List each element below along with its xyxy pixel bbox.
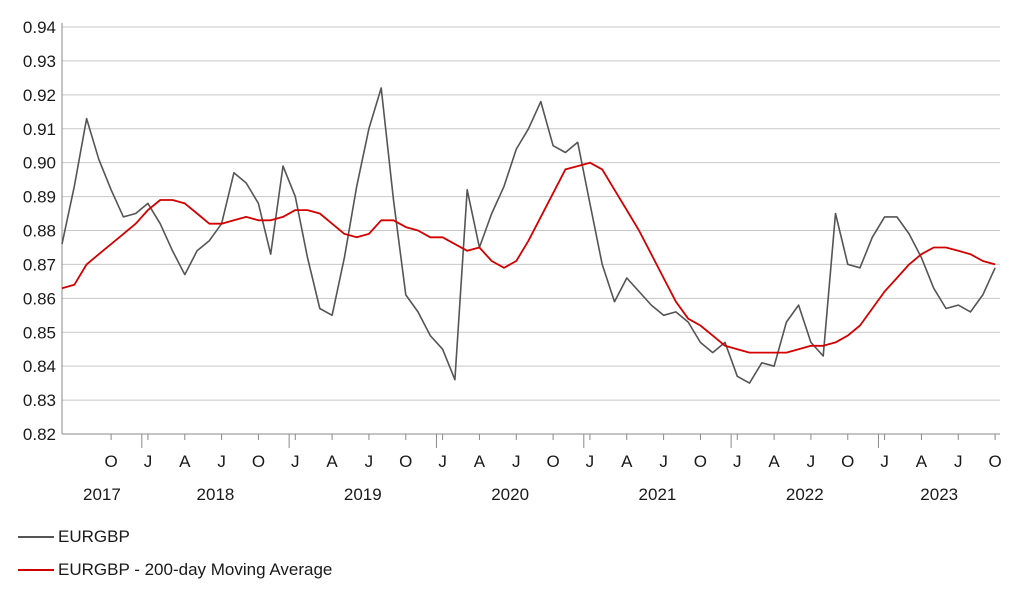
x-month-label-5: J <box>291 452 300 471</box>
x-month-label-2: A <box>179 452 191 471</box>
legend-label-1: EURGBP - 200-day Moving Average <box>58 559 333 579</box>
x-year-label-5: 2022 <box>786 485 824 504</box>
x-month-label-10: A <box>474 452 486 471</box>
x-month-label-14: A <box>621 452 633 471</box>
tick-labels: 0.82 0.83 0.84 0.85 0.86 0.87 0.88 0.89 0.90 0.91… <box>23 18 1002 504</box>
y-tick-label-11: 0.93 <box>23 52 56 71</box>
y-tick-label-9: 0.91 <box>23 120 56 139</box>
y-tick-label-3: 0.85 <box>23 323 56 342</box>
series-line-1 <box>61 161 996 354</box>
y-tick-label-10: 0.92 <box>23 86 56 105</box>
chart: 0.82 0.83 0.84 0.85 0.86 0.87 0.88 0.89 0.90 0.91… <box>23 18 1002 504</box>
legend-item-0: EURGBP <box>18 520 332 553</box>
y-tick-label-6: 0.88 <box>23 222 56 241</box>
x-month-label-16: O <box>694 452 707 471</box>
x-month-label-22: A <box>916 452 928 471</box>
y-tick-label-1: 0.83 <box>23 391 56 410</box>
axes <box>61 23 1000 448</box>
x-month-label-1: J <box>144 452 153 471</box>
x-month-label-9: J <box>438 452 447 471</box>
x-year-label-0: 2017 <box>83 485 121 504</box>
x-month-label-23: J <box>954 452 963 471</box>
x-month-label-4: O <box>252 452 265 471</box>
x-month-label-17: J <box>733 452 742 471</box>
x-month-label-6: A <box>326 452 338 471</box>
y-tick-label-7: 0.89 <box>23 188 56 207</box>
x-month-label-24: O <box>988 452 1001 471</box>
x-month-label-13: J <box>586 452 595 471</box>
y-tick-label-5: 0.87 <box>23 255 56 274</box>
series <box>61 87 996 384</box>
x-year-label-2: 2019 <box>344 485 382 504</box>
series-line-0 <box>61 87 996 384</box>
legend-swatch-0 <box>18 535 54 538</box>
grid <box>62 26 1000 401</box>
y-tick-label-2: 0.84 <box>23 357 56 376</box>
x-month-label-11: J <box>512 452 521 471</box>
y-tick-label-0: 0.82 <box>23 425 56 444</box>
x-month-label-20: O <box>841 452 854 471</box>
y-tick-label-8: 0.90 <box>23 154 56 173</box>
y-tick-label-4: 0.86 <box>23 289 56 308</box>
x-year-label-6: 2023 <box>920 485 958 504</box>
x-month-label-7: J <box>365 452 374 471</box>
x-year-label-1: 2018 <box>197 485 235 504</box>
legend-item-1: EURGBP - 200-day Moving Average <box>18 553 332 586</box>
x-month-label-12: O <box>546 452 559 471</box>
x-year-label-3: 2020 <box>491 485 529 504</box>
legend: EURGBP EURGBP - 200-day Moving Average <box>18 520 332 586</box>
x-month-label-0: O <box>104 452 117 471</box>
y-tick-label-12: 0.94 <box>23 18 56 37</box>
x-month-label-18: A <box>768 452 780 471</box>
x-month-label-3: J <box>217 452 226 471</box>
x-month-label-15: J <box>659 452 668 471</box>
legend-label-0: EURGBP <box>58 526 130 546</box>
legend-swatch-1 <box>18 568 54 571</box>
x-year-label-4: 2021 <box>639 485 677 504</box>
x-month-label-21: J <box>880 452 889 471</box>
x-month-label-19: J <box>807 452 816 471</box>
x-month-label-8: O <box>399 452 412 471</box>
